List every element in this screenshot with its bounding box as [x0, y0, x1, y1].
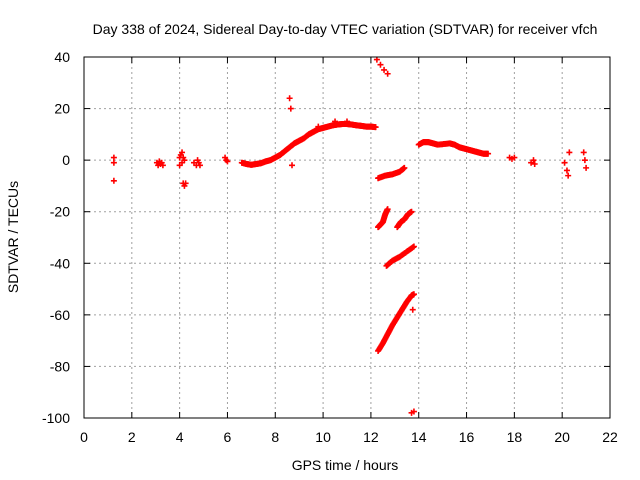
series-low-outliers: [408, 306, 417, 416]
data-point: [561, 159, 568, 166]
data-point: [563, 167, 570, 174]
data-point: [530, 157, 537, 164]
x-tick-label: 2: [128, 429, 136, 445]
chart-title: Day 338 of 2024, Sidereal Day-to-day VTE…: [93, 21, 598, 37]
data-point: [179, 149, 186, 156]
data-point: [565, 172, 572, 179]
data-point: [373, 56, 380, 63]
data-point: [410, 291, 417, 298]
x-axis-tick-labels: 0 2 4 6 8 10 12 14 16 18 20 22: [80, 429, 618, 445]
series-band-minus-25: [375, 206, 391, 231]
data-point: [381, 66, 388, 73]
y-tick-label: -80: [50, 358, 70, 374]
data-point: [287, 105, 294, 112]
data-point: [511, 154, 518, 161]
data-point: [384, 70, 391, 77]
x-tick-label: 14: [411, 429, 427, 445]
data-point: [159, 162, 166, 169]
y-tick-label: -20: [50, 204, 70, 220]
axis-ticks: [83, 56, 611, 419]
x-axis-label: GPS time / hours: [292, 457, 399, 473]
y-tick-label: 40: [54, 49, 70, 65]
data-point: [531, 161, 538, 168]
x-tick-label: 10: [315, 429, 331, 445]
x-tick-label: 22: [602, 429, 618, 445]
y-tick-label: -100: [42, 410, 70, 426]
series-early-scattered: [110, 149, 231, 189]
series-steep-line: [375, 291, 417, 354]
data-point: [566, 149, 573, 156]
series-descending-top: [373, 56, 391, 77]
y-tick-label: -60: [50, 307, 70, 323]
x-tick-label: 12: [363, 429, 379, 445]
y-axis-label: SDTVAR / TECUs: [5, 181, 21, 293]
data-point: [377, 61, 384, 68]
x-tick-label: 6: [224, 429, 232, 445]
series-late-scattered: [506, 149, 590, 179]
x-tick-label: 20: [554, 429, 570, 445]
data-point: [224, 158, 231, 165]
x-tick-label: 4: [176, 429, 184, 445]
series-arc-outliers: [286, 95, 350, 169]
data-point: [182, 180, 189, 187]
x-tick-label: 0: [80, 429, 88, 445]
data-point: [289, 162, 296, 169]
series-late-arc: [415, 139, 492, 157]
series-main-arc: [238, 121, 379, 168]
data-point: [409, 306, 416, 313]
data-point: [332, 118, 339, 125]
y-tick-label: -40: [50, 255, 70, 271]
data-point: [286, 95, 293, 102]
data-point: [580, 149, 587, 156]
y-tick-label: 20: [54, 101, 70, 117]
data-point: [179, 159, 186, 166]
y-axis-tick-labels: 40 20 0 -20 -40 -60 -80 -100: [42, 49, 70, 426]
x-tick-label: 8: [271, 429, 279, 445]
data-point: [408, 208, 415, 215]
data-point: [384, 206, 391, 213]
y-tick-label: 0: [62, 152, 70, 168]
plot-frame: [83, 56, 611, 419]
data-point: [372, 124, 379, 131]
data-point: [110, 159, 117, 166]
data-point: [401, 164, 408, 171]
data-point: [110, 177, 117, 184]
x-tick-label: 18: [507, 429, 523, 445]
data-point: [196, 162, 203, 169]
data-point: [581, 157, 588, 164]
data-point: [344, 118, 350, 125]
data-point: [410, 243, 417, 250]
data-points: [110, 56, 590, 416]
grid: [84, 57, 610, 418]
data-point: [110, 154, 117, 161]
series-band-minus-5: [375, 164, 408, 182]
data-point: [315, 123, 322, 130]
data-point: [410, 408, 417, 415]
series-band-minus-22b: [394, 208, 415, 231]
data-point: [583, 164, 590, 171]
series-band-minus-38: [383, 243, 417, 269]
data-point: [485, 150, 492, 157]
x-tick-label: 16: [459, 429, 475, 445]
